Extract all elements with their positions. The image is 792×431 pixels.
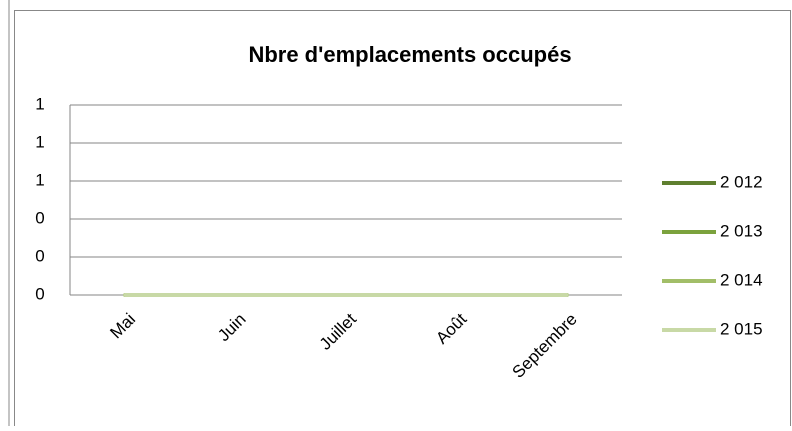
y-tick-label: 0: [35, 208, 44, 227]
chart-title: Nbre d'emplacements occupés: [248, 42, 571, 67]
chart-frame: [14, 10, 791, 431]
y-tick-label: 1: [35, 94, 44, 113]
legend-label: 2 015: [720, 319, 763, 338]
y-tick-label: 1: [35, 132, 44, 151]
y-tick-label: 1: [35, 170, 44, 189]
legend-label: 2 012: [720, 172, 763, 191]
legend-label: 2 014: [720, 270, 763, 289]
legend-label: 2 013: [720, 221, 763, 240]
y-tick-label: 0: [35, 246, 44, 265]
y-tick-label: 0: [35, 284, 44, 303]
